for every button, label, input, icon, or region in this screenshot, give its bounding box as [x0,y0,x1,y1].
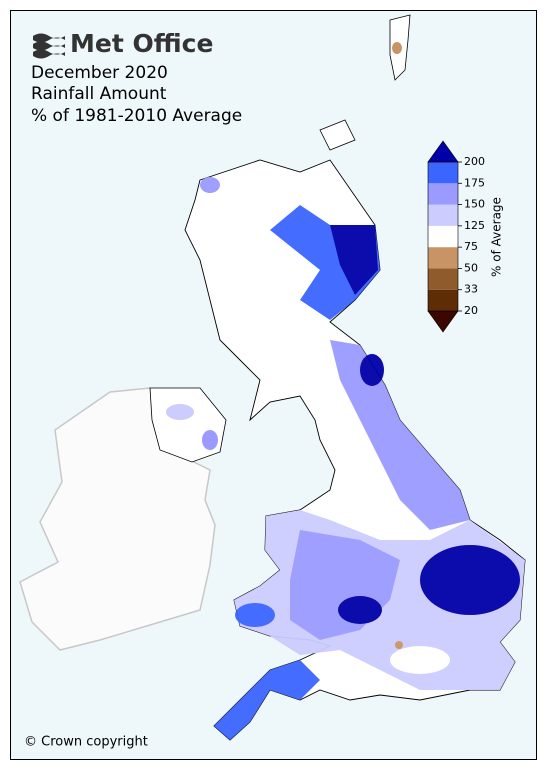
colorbar-band [428,225,458,248]
colorbar-band [428,183,458,205]
rainfall-pattern [200,177,525,740]
colorbar-band [428,204,458,226]
rain-area [392,42,402,54]
rain-area [200,177,220,193]
rain-area [202,430,218,450]
colorbar-tick-label: 33 [464,283,478,296]
rain-area [235,603,275,627]
rain-area [360,354,384,386]
colorbar-label: % of Average [490,197,504,277]
rain-area [166,404,194,420]
logo-mark [33,49,65,59]
rain-area [420,545,520,615]
logo: Met Office [33,29,213,59]
copyright: © Crown copyright [24,735,148,750]
rain-area [330,340,470,530]
colorbar-outline [427,161,459,312]
rain-area [390,646,450,674]
logo-mark [33,33,65,43]
title-line: Rainfall Amount [31,84,167,104]
logo-text: Met Office [70,29,213,58]
colorbar-tick-label: 125 [464,219,485,232]
colorbar-band [428,268,458,290]
colorbar-tick-label: 20 [464,304,478,317]
rain-area [395,641,403,649]
rain-area [214,660,320,740]
colorbar-band [428,247,458,269]
colorbar-band [428,162,458,184]
colorbar: 20 33 50 75 125 150 175 200 [427,140,485,333]
colorbar-tick-label: 150 [464,198,485,211]
title-line: % of 1981-2010 Average [31,106,242,126]
logo-mark [33,41,65,51]
colorbar-band [428,289,458,311]
colorbar-tick-label: 200 [464,155,485,168]
orkney [319,119,356,151]
colorbar-tick-label: 175 [464,176,485,189]
rain-area [338,596,382,624]
colorbar-tick-label: 75 [464,240,478,253]
colorbar-tick-label: 50 [464,261,478,274]
rain-area [330,225,378,295]
title-line: December 2020 [31,63,168,83]
